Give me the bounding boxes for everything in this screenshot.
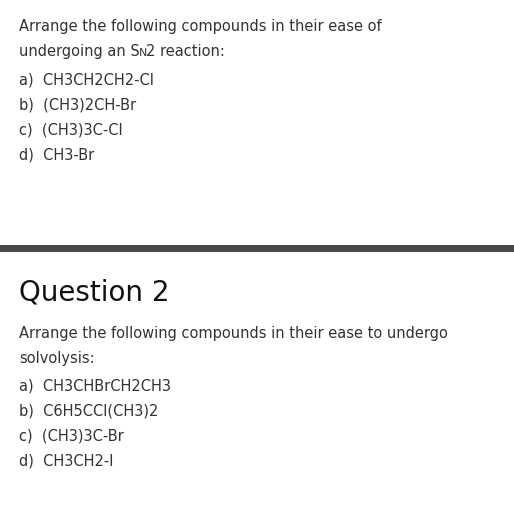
Text: a)  CH3CHBrCH2CH3: a) CH3CHBrCH2CH3 — [20, 379, 172, 393]
Text: Question 2: Question 2 — [20, 279, 170, 306]
Text: a)  CH3CH2CH2-Cl: a) CH3CH2CH2-Cl — [20, 72, 154, 87]
Text: solvolysis:: solvolysis: — [20, 351, 95, 366]
Text: 2 reaction:: 2 reaction: — [146, 44, 225, 59]
Text: b)  C6H5CCl(CH3)2: b) C6H5CCl(CH3)2 — [20, 404, 159, 419]
Text: c)  (CH3)3C-Cl: c) (CH3)3C-Cl — [20, 122, 123, 137]
Text: c)  (CH3)3C-Br: c) (CH3)3C-Br — [20, 428, 124, 443]
Text: Arrange the following compounds in their ease of: Arrange the following compounds in their… — [20, 20, 382, 35]
Text: Arrange the following compounds in their ease to undergo: Arrange the following compounds in their… — [20, 326, 448, 341]
Text: d)  CH3CH2-I: d) CH3CH2-I — [20, 454, 114, 469]
Text: N: N — [139, 48, 147, 58]
Text: undergoing an S: undergoing an S — [20, 44, 140, 59]
Text: b)  (CH3)2CH-Br: b) (CH3)2CH-Br — [20, 97, 137, 112]
Text: d)  CH3-Br: d) CH3-Br — [20, 147, 95, 162]
